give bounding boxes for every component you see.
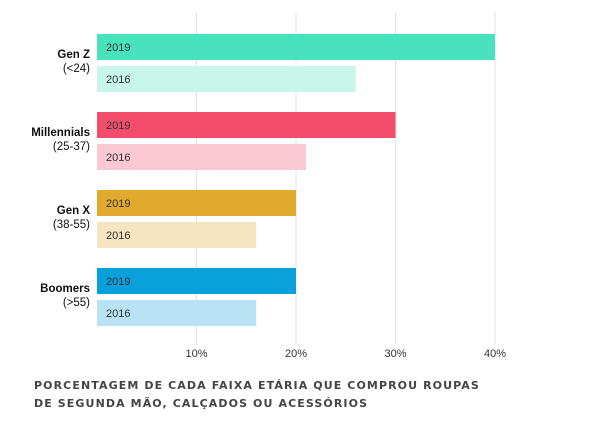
- category-label-millennials: Millennials: [31, 127, 90, 139]
- bar-label-boomers-2016: 2016: [106, 308, 130, 320]
- bar-gen-x-2016: [97, 222, 257, 248]
- bar-millennials-2016: [97, 144, 306, 170]
- bars: 2019 2016 2019 2016 2019 2016 2019 2016: [97, 34, 495, 326]
- caption-line-1: PORCENTAGEM DE CADA FAIXA ETÁRIA QUE COM…: [34, 379, 480, 392]
- bar-label-millennials-2019: 2019: [106, 120, 130, 132]
- bar-label-millennials-2016: 2016: [106, 152, 130, 164]
- bar-boomers-2019: [97, 268, 296, 294]
- category-label-gen-x: Gen X: [57, 205, 91, 217]
- bar-gen-z-2019: [97, 34, 495, 60]
- category-label-boomers: Boomers: [40, 283, 90, 295]
- x-tick-label-20: 20%: [285, 348, 307, 360]
- x-tick-label-30: 30%: [384, 348, 406, 360]
- category-labels: Gen Z (<24) Millennials (25-37) Gen X (38-55)…: [31, 49, 90, 309]
- bar-chart: 2019 2016 2019 2016 2019 2016 2019 2016 Gen Z (<…: [31, 12, 506, 360]
- bar-label-boomers-2019: 2019: [106, 276, 130, 288]
- bar-label-gen-z-2016: 2016: [106, 74, 130, 86]
- bar-label-gen-z-2019: 2019: [106, 42, 130, 54]
- category-range-boomers: (>55): [63, 297, 90, 309]
- bar-label-gen-x-2019: 2019: [106, 198, 130, 210]
- gridlines: [196, 12, 496, 345]
- category-range-millennials: (25-37): [53, 141, 90, 153]
- caption-line-2: DE SEGUNDA MÃO, CALÇADOS OU ACESSÓRIOS: [34, 397, 369, 410]
- bar-gen-z-2016: [97, 66, 356, 92]
- bar-millennials-2019: [97, 112, 396, 138]
- category-label-gen-z: Gen Z: [57, 49, 90, 61]
- category-range-gen-x: (38-55): [53, 219, 90, 231]
- x-tick-label-10: 10%: [185, 348, 207, 360]
- bar-label-gen-x-2016: 2016: [106, 230, 130, 242]
- category-range-gen-z: (<24): [63, 63, 90, 75]
- x-tick-label-40: 40%: [484, 348, 506, 360]
- bar-gen-x-2019: [97, 190, 296, 216]
- chart-caption: PORCENTAGEM DE CADA FAIXA ETÁRIA QUE COM…: [34, 377, 554, 413]
- bar-boomers-2016: [97, 300, 257, 326]
- x-axis-ticks: 10% 20% 30% 40%: [185, 348, 506, 360]
